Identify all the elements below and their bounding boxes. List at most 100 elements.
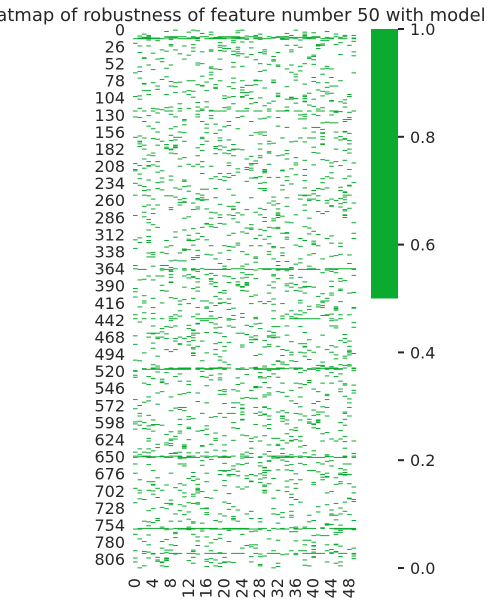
heatmap-cell <box>257 376 263 378</box>
heatmap-cell <box>248 367 254 369</box>
heatmap-cell <box>146 527 151 529</box>
heatmap-cell <box>150 430 156 432</box>
heatmap-cell <box>159 318 165 320</box>
heatmap-cell <box>248 274 254 276</box>
heatmap-cell <box>217 137 223 139</box>
heatmap-cell <box>150 527 156 529</box>
heatmap-cell <box>217 36 223 38</box>
heatmap-cell <box>195 238 201 240</box>
heatmap-cell <box>351 498 357 500</box>
heatmap-cell <box>293 427 299 429</box>
heatmap-cell <box>311 454 317 456</box>
heatmap-cell <box>333 255 339 257</box>
heatmap-cell <box>311 403 317 405</box>
heatmap-cell <box>173 452 178 454</box>
heatmap-cell <box>146 452 151 454</box>
heatmap-cell <box>133 359 138 361</box>
heatmap-cell <box>275 455 281 457</box>
heatmap-cell <box>182 457 187 459</box>
heatmap-cell <box>351 367 357 369</box>
y-tick-label: 234 <box>94 174 125 193</box>
heatmap-cell <box>333 531 339 533</box>
heatmap-cell <box>213 353 218 355</box>
heatmap-cell <box>217 36 223 38</box>
heatmap-cell <box>208 31 214 33</box>
heatmap-cell <box>266 343 272 345</box>
heatmap-cell <box>257 71 263 73</box>
heatmap-cell <box>342 334 348 335</box>
heatmap-cell <box>235 212 241 214</box>
heatmap-cell <box>177 455 183 457</box>
heatmap-cell <box>204 132 209 134</box>
heatmap-cell <box>164 456 169 458</box>
y-tick-label: 442 <box>94 311 125 330</box>
heatmap-cell <box>342 501 348 503</box>
heatmap-cell <box>351 182 357 184</box>
heatmap-cell <box>298 287 303 289</box>
heatmap-cell <box>351 110 357 112</box>
heatmap-cell <box>253 36 259 38</box>
heatmap-cell <box>168 195 174 197</box>
heatmap-cell <box>133 550 138 552</box>
heatmap-cell <box>315 370 321 372</box>
heatmap-cell <box>182 260 187 262</box>
heatmap-cell <box>231 232 236 234</box>
heatmap-cell <box>204 81 209 83</box>
heatmap-cell <box>302 36 308 38</box>
heatmap-cell <box>257 556 263 558</box>
heatmap-cell <box>284 368 290 370</box>
heatmap-cell <box>137 456 143 458</box>
heatmap-cell <box>342 199 348 201</box>
heatmap-cell <box>298 110 303 112</box>
heatmap-cell <box>324 524 330 526</box>
heatmap-cell <box>338 206 343 208</box>
heatmap-cell <box>222 470 227 472</box>
heatmap-cell <box>289 516 294 518</box>
heatmap-cell <box>298 65 303 67</box>
heatmap-cell <box>324 238 330 240</box>
heatmap-cell <box>168 110 174 112</box>
heatmap-cell <box>235 377 241 379</box>
heatmap-cell <box>133 169 138 171</box>
heatmap-cell <box>315 471 321 473</box>
heatmap-cell <box>155 447 160 449</box>
heatmap-cell <box>204 307 209 309</box>
heatmap-cell <box>329 313 334 315</box>
heatmap-cell <box>190 202 196 204</box>
heatmap-cell <box>231 148 236 150</box>
heatmap-cell <box>208 49 214 51</box>
heatmap-cell <box>284 86 290 88</box>
heatmap-cell <box>231 518 236 520</box>
heatmap-cell <box>150 470 156 472</box>
heatmap-cell <box>141 36 147 38</box>
heatmap-cell <box>240 38 245 40</box>
heatmap-cell <box>222 456 227 458</box>
heatmap-cell <box>146 376 151 378</box>
heatmap-cell <box>248 295 254 297</box>
heatmap-cell <box>231 516 236 518</box>
heatmap-cell <box>133 343 138 345</box>
heatmap-cell <box>315 318 321 320</box>
heatmap-cell <box>150 456 156 458</box>
heatmap-cell <box>141 82 147 84</box>
heatmap-cell <box>262 117 267 119</box>
heatmap-cell <box>217 298 223 300</box>
heatmap-cell <box>266 451 272 452</box>
heatmap-cell <box>208 278 214 280</box>
heatmap-cell <box>320 527 325 529</box>
heatmap-cell <box>150 347 156 349</box>
heatmap-cell <box>231 209 236 211</box>
heatmap-cell <box>208 50 214 52</box>
heatmap-cell <box>248 480 254 482</box>
colorbar-tick-label: 0.2 <box>410 451 435 470</box>
heatmap-cell <box>253 37 259 39</box>
heatmap-cell <box>217 80 223 82</box>
heatmap-cell <box>262 172 267 174</box>
heatmap-cell <box>204 481 209 483</box>
heatmap-cell <box>164 326 169 328</box>
heatmap-cell <box>141 144 147 146</box>
heatmap-cell <box>275 52 281 54</box>
heatmap-cell <box>284 197 290 199</box>
heatmap-cell <box>253 101 259 103</box>
heatmap-cell <box>257 118 263 120</box>
